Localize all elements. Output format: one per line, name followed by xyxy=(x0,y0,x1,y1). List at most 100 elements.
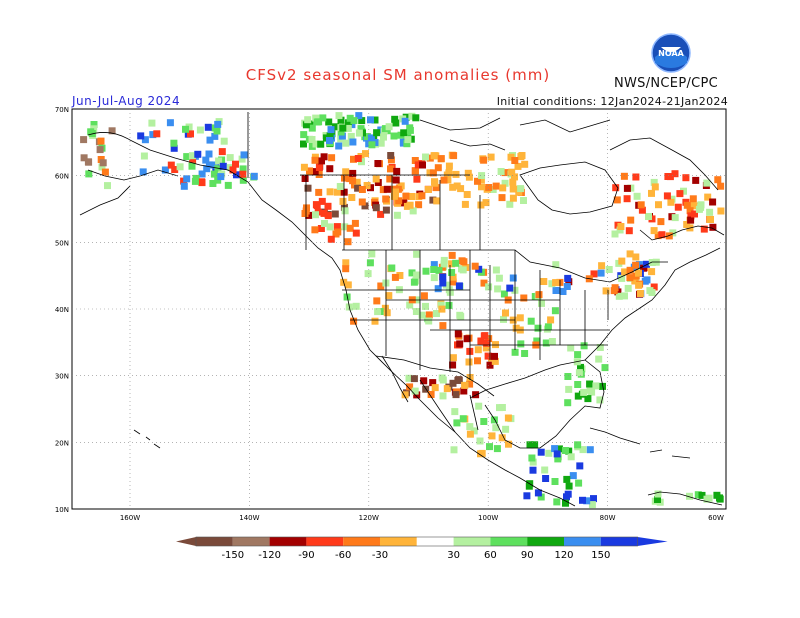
anomaly-cell xyxy=(420,292,428,300)
anomaly-cell xyxy=(511,173,518,181)
anomaly-cell xyxy=(552,279,560,287)
anomaly-cell xyxy=(650,178,658,186)
anomaly-cell xyxy=(450,446,458,454)
anomaly-cell xyxy=(623,195,631,203)
anomaly-cell xyxy=(438,305,446,313)
anomaly-cell xyxy=(217,173,225,181)
anomaly-cell xyxy=(366,259,374,267)
anomaly-cell xyxy=(317,225,325,232)
anomaly-cell xyxy=(209,180,217,187)
anomaly-cell xyxy=(196,126,204,134)
anomaly-cell xyxy=(470,427,478,435)
anomaly-cell xyxy=(478,183,485,191)
anomaly-cell xyxy=(703,179,711,187)
anomaly-cell xyxy=(203,165,211,173)
anomaly-cell xyxy=(382,206,390,214)
anomaly-cell xyxy=(210,161,218,169)
anomaly-cell xyxy=(641,277,649,285)
anomaly-cell xyxy=(612,184,620,192)
anomaly-cell xyxy=(713,491,721,499)
anomaly-cell xyxy=(386,175,394,183)
anomaly-cell xyxy=(220,137,228,145)
anomaly-cell xyxy=(509,178,517,186)
anomaly-cell xyxy=(648,259,656,266)
anomaly-cell xyxy=(520,294,528,302)
anomaly-cell xyxy=(308,142,316,150)
anomaly-cell xyxy=(575,369,583,377)
anomaly-cell xyxy=(484,352,492,360)
anomaly-cell xyxy=(333,188,341,196)
anomaly-cell xyxy=(85,158,93,166)
anomaly-cell xyxy=(554,455,562,463)
anomaly-cell xyxy=(424,186,432,193)
anomaly-cell xyxy=(674,203,682,211)
anomaly-cell xyxy=(477,337,485,345)
anomaly-cell xyxy=(373,129,381,137)
anomaly-cell xyxy=(657,218,665,226)
legend-box xyxy=(380,537,417,546)
anomaly-cell xyxy=(610,287,618,295)
anomaly-cell xyxy=(671,170,679,178)
anomaly-cell xyxy=(429,379,437,387)
anomaly-cell xyxy=(361,202,369,210)
anomaly-cell xyxy=(488,432,496,440)
anomaly-cell xyxy=(406,201,414,209)
anomaly-cell xyxy=(335,112,343,120)
anomaly-cell xyxy=(442,281,450,289)
anomaly-cell xyxy=(548,338,556,345)
anomaly-cell xyxy=(239,170,247,178)
anomaly-cell xyxy=(396,272,404,279)
anomaly-cell xyxy=(300,140,307,148)
anomaly-cell xyxy=(350,317,358,325)
anomaly-cell xyxy=(418,192,426,200)
anomaly-cell xyxy=(613,196,621,204)
anomaly-cell xyxy=(429,169,437,177)
anomaly-cell xyxy=(477,176,485,183)
anomaly-cell xyxy=(478,172,486,180)
anomaly-cell xyxy=(318,157,325,165)
anomaly-cell xyxy=(682,174,690,182)
anomaly-cell xyxy=(390,192,398,200)
anomaly-cell xyxy=(574,392,582,400)
longitude-labels: 160W 140W 120W 100W 80W 60W xyxy=(120,514,724,522)
anomaly-cell xyxy=(480,418,488,425)
legend-label: 150 xyxy=(591,550,610,561)
anomaly-cell xyxy=(104,182,111,190)
anomaly-cell xyxy=(302,121,310,129)
anomaly-cell xyxy=(410,375,418,383)
anomaly-cell xyxy=(395,197,403,205)
anomaly-cell xyxy=(452,170,460,178)
anomaly-cell xyxy=(545,449,553,457)
anomaly-cell xyxy=(99,159,107,167)
legend-box xyxy=(196,537,233,546)
anomaly-cell xyxy=(311,156,319,164)
anomaly-cell xyxy=(408,193,415,200)
anomaly-cell xyxy=(563,283,571,290)
anomaly-cell xyxy=(404,136,412,144)
anomaly-cell xyxy=(646,287,654,295)
anomaly-cell xyxy=(180,182,188,190)
anomaly-cell xyxy=(586,446,594,454)
anomaly-cell xyxy=(427,391,435,398)
anomaly-cell xyxy=(529,458,537,466)
lat-label-70N: 70N xyxy=(55,106,69,114)
anomaly-cell xyxy=(418,311,426,319)
anomaly-cell xyxy=(170,139,178,147)
anomaly-cell xyxy=(535,291,543,299)
anomaly-cell xyxy=(445,301,453,309)
anomaly-cell xyxy=(492,424,500,432)
anomaly-cell xyxy=(695,205,703,213)
anomaly-cell xyxy=(551,445,559,453)
anomaly-cell xyxy=(553,498,561,506)
anomaly-cell xyxy=(514,162,522,170)
anomaly-cell xyxy=(354,184,362,192)
lon-label-120W: 120W xyxy=(359,514,379,522)
anomaly-cell xyxy=(575,479,583,487)
anomaly-cell xyxy=(315,188,323,196)
legend-left-arrow xyxy=(176,537,196,546)
anomaly-cell xyxy=(517,185,525,193)
anomaly-cell xyxy=(707,216,714,223)
anomaly-cell xyxy=(393,167,401,175)
anomaly-cell xyxy=(101,168,109,176)
anomaly-cell xyxy=(422,153,429,161)
